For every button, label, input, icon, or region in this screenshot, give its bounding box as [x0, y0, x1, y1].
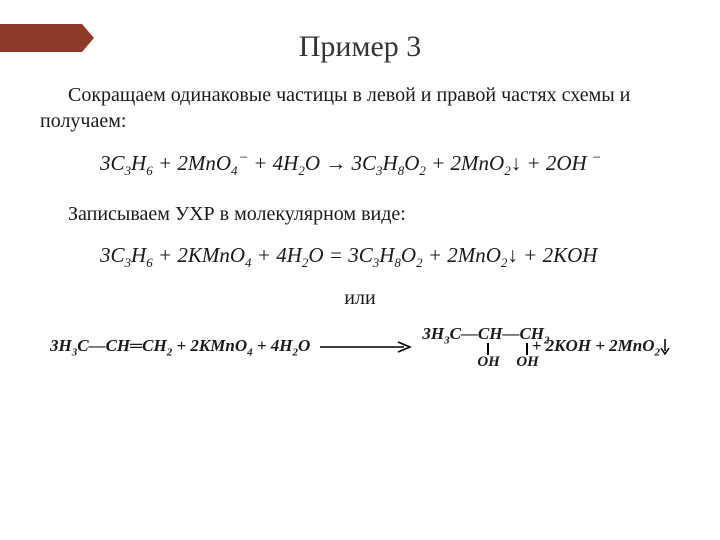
eq-text: 3H [422, 324, 444, 343]
down-arrow-icon: ↓ [507, 243, 518, 267]
page-title: Пример 3 [40, 30, 680, 64]
hydroxyl-label: OH [477, 354, 500, 371]
eq-text: O = 3C [308, 243, 372, 267]
precipitate-arrow-icon [660, 339, 670, 355]
eq-text: C—CH—CH [450, 324, 544, 343]
hydroxyl-label: OH [516, 354, 539, 371]
eq-text: H [131, 151, 146, 175]
eq-text: H [379, 243, 394, 267]
eq-sup: − [587, 150, 601, 166]
product-structural: 3H3C—CH—CH2 OH OH [422, 324, 521, 370]
eq-text: + 2KMnO [153, 243, 245, 267]
eq-text: H [131, 243, 146, 267]
eq-text: + 2KOH [518, 243, 598, 267]
eq-text: O → 3C [305, 151, 376, 175]
eq-text: C—CH═CH [77, 336, 167, 355]
eq-text: + 2MnO [153, 151, 231, 175]
eq-text: + 4H [252, 243, 302, 267]
eq-text: H [383, 151, 398, 175]
eq-text: + 2MnO [426, 151, 504, 175]
or-label: или [40, 287, 680, 310]
eq-text: + 2KOH + 2MnO [532, 336, 655, 355]
reaction-arrow-icon [320, 341, 412, 353]
eq-text: + 2KMnO [172, 336, 247, 355]
paragraph-2: Записываем УХР в молекулярном виде: [40, 201, 680, 227]
eq-text: + 2MnO [423, 243, 501, 267]
eq-text: 3C [100, 151, 125, 175]
decoration-arrow-icon [82, 24, 94, 52]
eq-text: + 2OH [521, 151, 587, 175]
eq-text: O [401, 243, 416, 267]
reactant-left: 3H3C—CH═CH2 + 2KMnO4 + 4H2O [50, 336, 310, 358]
slide: Пример 3 Сокращаем одинаковые частицы в … [0, 0, 720, 540]
equation-ionic: 3C3H6 + 2MnO4− + 4H2O → 3C3H8O2 + 2MnO2↓… [40, 150, 680, 179]
decoration-band [0, 24, 82, 52]
eq-sub: 2 [544, 335, 550, 347]
eq-sup: − [238, 150, 248, 166]
eq-text: + 4H [248, 151, 298, 175]
paragraph-1: Сокращаем одинаковые частицы в левой и п… [40, 82, 680, 134]
down-arrow-icon: ↓ [511, 151, 522, 175]
eq-text: 3C [100, 243, 125, 267]
eq-text: 3H [50, 336, 72, 355]
equation-molecular: 3C3H6 + 2KMnO4 + 4H2O = 3C3H8O2 + 2MnO2↓… [40, 243, 680, 271]
eq-sub: 4 [231, 163, 238, 178]
product-tail: + 2KOH + 2MnO2 [532, 336, 670, 358]
eq-text: O [404, 151, 419, 175]
structural-equation: 3H3C—CH═CH2 + 2KMnO4 + 4H2O 3H3C—CH—CH2 … [40, 324, 680, 370]
eq-text: O [298, 336, 310, 355]
eq-text: + 4H [253, 336, 293, 355]
